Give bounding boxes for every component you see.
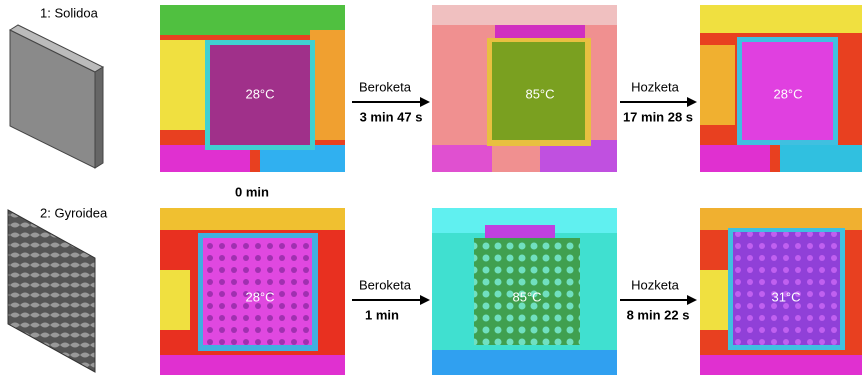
start-time: 0 min xyxy=(235,184,269,199)
solid-wall-icon xyxy=(10,25,103,168)
temperature: 28°C xyxy=(245,289,274,304)
step-label: Beroketa xyxy=(359,79,412,94)
temperature: 31°C xyxy=(771,289,800,304)
step-label: Hozketa xyxy=(631,277,679,292)
temperature: 28°C xyxy=(773,86,802,101)
step-label: Hozketa xyxy=(631,79,679,94)
temperature: 28°C xyxy=(245,86,274,101)
temperature: 85°C xyxy=(525,86,554,101)
step-time: 1 min xyxy=(365,307,399,322)
row-label: 2: Gyroidea xyxy=(40,205,108,220)
step-time: 8 min 22 s xyxy=(627,307,690,322)
figure: 1: Solidoa 2: Gyroidea 0 min 28°C 85°C 2… xyxy=(0,0,868,378)
row-label: 1: Solidoa xyxy=(40,5,99,20)
temperature: 85°C xyxy=(512,289,541,304)
step-label: Beroketa xyxy=(359,277,412,292)
step-time: 3 min 47 s xyxy=(360,109,423,124)
step-time: 17 min 28 s xyxy=(623,109,693,124)
gyroid-wall-icon xyxy=(8,210,95,372)
